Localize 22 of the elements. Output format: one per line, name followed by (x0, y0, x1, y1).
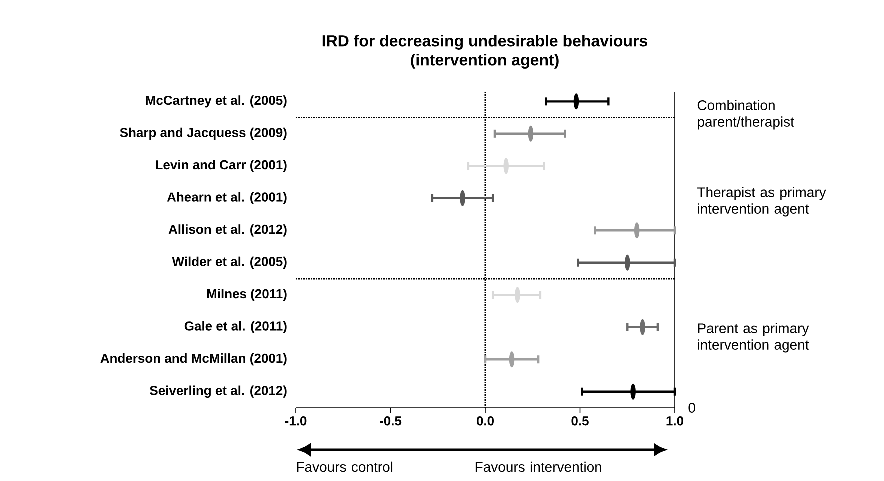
text: Parent as primary intervention agent (698, 323, 810, 353)
y-tick-label: Ahearn et al. (2001) (167, 192, 287, 204)
text: Combination parent/therapist (698, 100, 794, 130)
text: Therapist as primary intervention agent (698, 187, 826, 217)
y-tick-label: Allison et al. (2012) (168, 224, 287, 237)
y-tick-label: Anderson and McMillan (2001) (100, 354, 287, 366)
x-tick-label: 0.5 (572, 416, 589, 426)
chart-title: IRD for decreasing undesirable behaviours (intervention agent) (322, 35, 648, 69)
text: 0 (688, 403, 696, 413)
text: Favours control (297, 462, 393, 472)
y-tick-label: Gale et al. (2011) (184, 321, 287, 334)
x-tick-label: -1.0 (285, 416, 307, 426)
x-tick-label: 0.0 (476, 416, 494, 426)
y-tick-label: Levin and Carr (2001) (156, 160, 287, 172)
x-tick-label: 1.0 (666, 416, 684, 426)
y-tick-label: Seiverling et al. (2012) (150, 386, 287, 398)
y-tick-label: McCartney et al. (2005) (146, 96, 287, 108)
x-tick-label: -0.5 (380, 416, 402, 426)
y-tick-label: Sharp and Jacquess (2009) (120, 128, 287, 140)
text: Favours intervention (476, 462, 602, 472)
y-tick-label: Wilder et al. (2005) (172, 256, 287, 269)
y-tick-label: Milnes (2011) (207, 289, 287, 302)
